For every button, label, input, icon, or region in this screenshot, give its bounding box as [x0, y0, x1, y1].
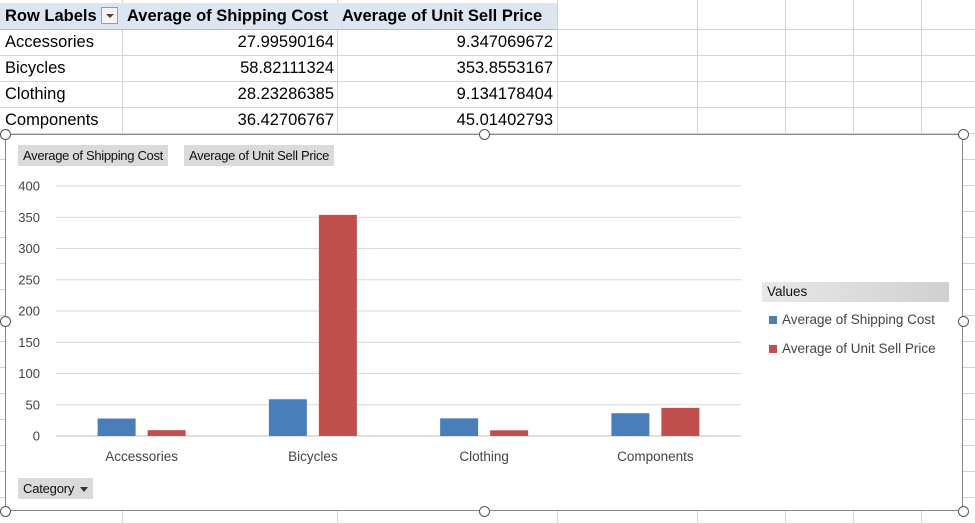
pivot-cell-unit-sell-price[interactable]: 9.134178404: [456, 85, 553, 103]
chevron-down-icon: [80, 487, 89, 493]
axis-field-label: Category: [23, 481, 75, 496]
pivot-cell-label[interactable]: Clothing: [5, 85, 66, 103]
row-labels-filter-dropdown[interactable]: [101, 7, 118, 24]
pivot-cell-unit-sell-price[interactable]: 353.8553167: [456, 59, 553, 77]
pivot-cell-label[interactable]: Accessories: [5, 33, 94, 51]
pivot-cell-unit-sell-price[interactable]: 9.347069672: [456, 33, 553, 51]
pivot-cell-unit-sell-price[interactable]: 45.01402793: [456, 111, 553, 129]
pivot-header-shipping-cost[interactable]: Average of Shipping Cost: [127, 7, 329, 25]
pivot-header-row-labels[interactable]: Row Labels: [5, 7, 97, 25]
pivot-cell-label[interactable]: Components: [5, 111, 99, 129]
pivot-row: Clothing 28.23286385 9.134178404: [0, 81, 557, 107]
axis-field-button-category[interactable]: Category: [18, 478, 94, 499]
pivot-cell-shipping-cost[interactable]: 58.82111324: [240, 59, 334, 77]
pivot-row: Components 36.42706767 45.01402793: [0, 107, 557, 133]
pivot-row: Bicycles 58.82111324 353.8553167: [0, 55, 557, 81]
legend-label: Average of Shipping Cost: [782, 312, 935, 327]
legend-swatch: [769, 345, 777, 353]
resize-handle-left[interactable]: [0, 316, 11, 327]
value-field-button-unit-sell-price[interactable]: Average of Unit Sell Price: [184, 145, 335, 166]
pivot-cell-label[interactable]: Bicycles: [5, 59, 66, 77]
pivot-cell-shipping-cost[interactable]: 36.42706767: [237, 111, 334, 129]
resize-handle-bottom-right[interactable]: [958, 506, 969, 517]
resize-handle-right[interactable]: [958, 316, 969, 327]
legend-label: Average of Unit Sell Price: [782, 341, 936, 356]
resize-handle-top-right[interactable]: [958, 129, 969, 140]
pivot-chart[interactable]: [5, 134, 963, 511]
pivot-header-row: Row Labels Average of Shipping Cost Aver…: [0, 3, 557, 30]
resize-handle-bottom[interactable]: [479, 506, 490, 517]
pivot-row: Accessories 27.99590164 9.347069672: [0, 29, 557, 55]
legend-swatch: [769, 316, 777, 324]
legend-title: Values: [762, 282, 949, 302]
resize-handle-top[interactable]: [479, 129, 490, 140]
resize-handle-top-left[interactable]: [0, 129, 11, 140]
grid-row-line: [0, 107, 975, 108]
grid-row-line: [0, 55, 975, 56]
pivot-cell-shipping-cost[interactable]: 28.23286385: [237, 85, 334, 103]
resize-handle-bottom-left[interactable]: [0, 506, 11, 517]
pivot-cell-shipping-cost[interactable]: 27.99590164: [237, 33, 334, 51]
pivot-header-unit-sell-price[interactable]: Average of Unit Sell Price: [342, 7, 543, 25]
grid-row-line: [0, 81, 975, 82]
value-field-button-shipping-cost[interactable]: Average of Shipping Cost: [18, 145, 168, 166]
